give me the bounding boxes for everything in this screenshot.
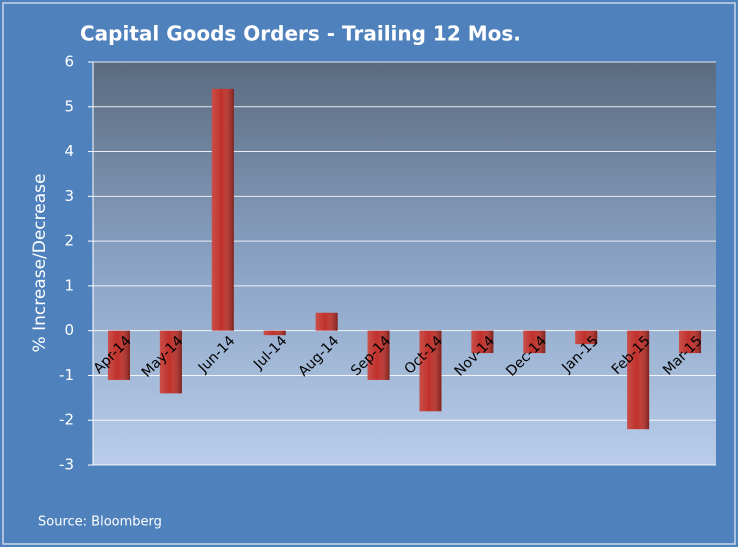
- y-axis-label: % Increase/Decrease: [30, 174, 50, 353]
- y-tick-label: 4: [64, 142, 74, 160]
- y-tick-label: 6: [64, 53, 74, 71]
- bar-shade: [419, 330, 442, 412]
- bar-shade: [263, 330, 286, 336]
- y-tick-label: 3: [64, 187, 74, 205]
- bar-shade: [679, 330, 702, 354]
- y-tick-label: -3: [59, 456, 74, 474]
- y-tick-label: -2: [59, 411, 74, 429]
- bar-shade: [211, 88, 234, 331]
- y-tick-label: 1: [64, 276, 74, 294]
- y-tick-label: 2: [64, 232, 74, 250]
- bar-shade: [159, 330, 182, 394]
- y-tick-label: 0: [64, 321, 74, 339]
- bar-shade: [471, 330, 494, 354]
- y-tick-label: -1: [59, 366, 74, 384]
- bar-shade: [627, 330, 650, 430]
- bar-shade: [367, 330, 390, 380]
- plot-area: [93, 62, 716, 465]
- bar-shade: [107, 330, 130, 380]
- bar-shade: [523, 330, 546, 354]
- chart-title: Capital Goods Orders - Trailing 12 Mos.: [80, 22, 521, 46]
- bar-shade: [315, 312, 338, 331]
- y-tick-label: 5: [64, 97, 74, 115]
- source-note: Source: Bloomberg: [38, 515, 162, 530]
- bar-shade: [575, 330, 598, 345]
